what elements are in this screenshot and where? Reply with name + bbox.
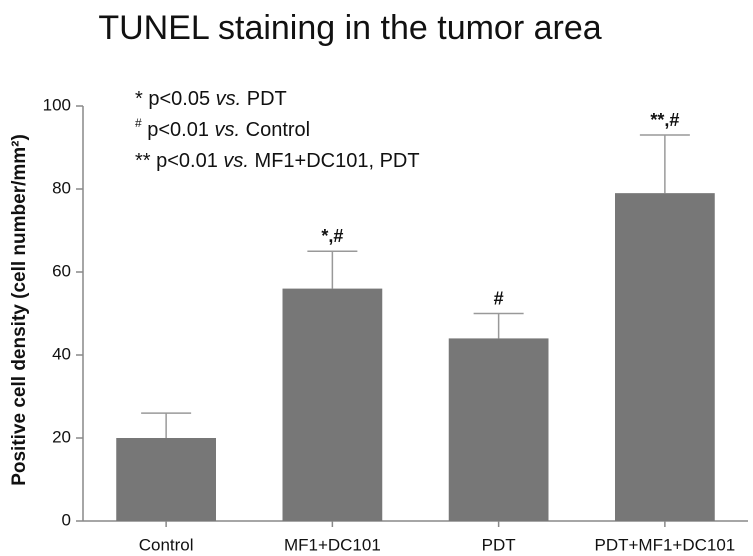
y-tick-label: 40	[52, 344, 71, 363]
x-tick-label: PDT+MF1+DC101	[594, 535, 735, 554]
bar	[615, 193, 715, 521]
chart-title: TUNEL staining in the tumor area	[98, 9, 601, 47]
y-tick-label: 0	[62, 510, 71, 529]
bar	[116, 438, 216, 521]
y-tick-label: 80	[52, 178, 71, 197]
y-tick-label: 20	[52, 427, 71, 446]
note: # p<0.01 vs. Control	[135, 116, 310, 141]
x-tick-label: PDT	[482, 535, 516, 554]
significance-label: *,#	[321, 226, 343, 246]
bar	[282, 288, 383, 521]
note: ** p<0.01 vs. MF1+DC101, PDT	[135, 150, 420, 172]
significance-label: **,#	[650, 110, 679, 130]
x-tick-label: MF1+DC101	[284, 535, 381, 554]
x-tick-label: Control	[139, 535, 194, 554]
note: * p<0.05 vs. PDT	[135, 88, 287, 110]
y-tick-label: 60	[52, 261, 71, 280]
y-axis-title: Positive cell density (cell number/mm²)	[9, 134, 30, 486]
bar	[448, 338, 549, 521]
y-tick-label: 100	[43, 95, 71, 114]
significance-label: #	[494, 288, 504, 308]
